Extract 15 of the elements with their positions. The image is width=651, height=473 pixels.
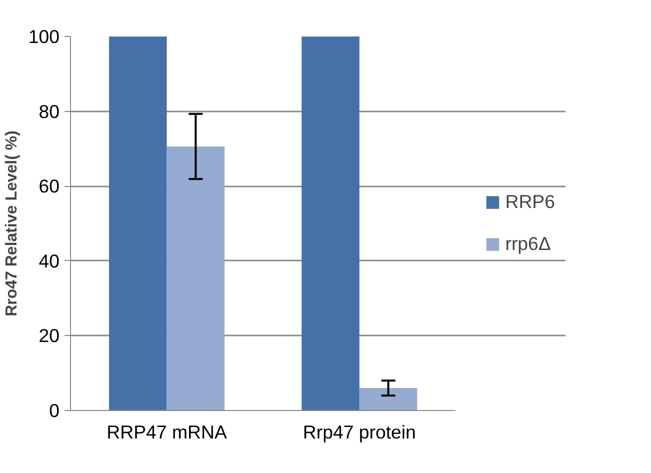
bar bbox=[359, 388, 418, 410]
legend-label: rrp6Δ bbox=[505, 233, 551, 255]
y-tick-label: 100 bbox=[28, 26, 60, 47]
y-axis-title: Rro47 Relative Level( %) bbox=[3, 130, 20, 316]
bar bbox=[109, 36, 167, 410]
x-tick-label: RRP47 mRNA bbox=[106, 422, 228, 442]
bar bbox=[166, 146, 225, 410]
x-tick-label: Rrp47 protein bbox=[302, 422, 416, 442]
y-tick-label: 60 bbox=[38, 176, 60, 197]
legend-label: RRP6 bbox=[505, 191, 555, 213]
y-tick-label: 40 bbox=[38, 250, 60, 272]
y-tick-label: 80 bbox=[38, 100, 60, 122]
bar bbox=[302, 36, 360, 410]
y-tick-label: 0 bbox=[49, 400, 60, 421]
y-tick-label: 20 bbox=[38, 325, 60, 346]
